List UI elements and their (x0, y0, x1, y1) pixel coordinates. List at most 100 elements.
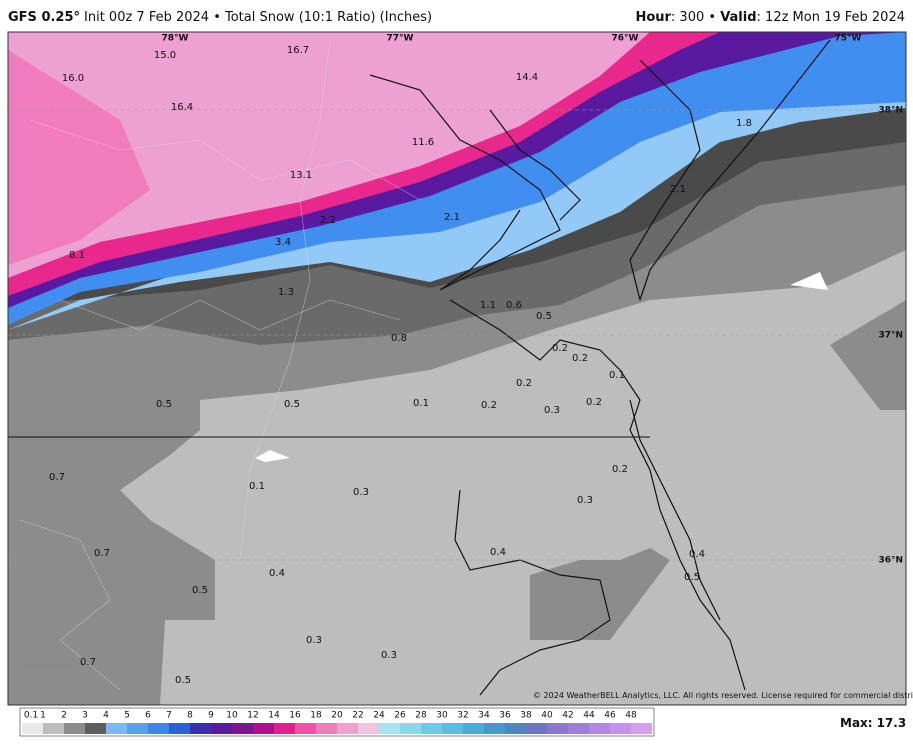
legend-swatch (526, 723, 547, 734)
legend-swatch (169, 723, 190, 734)
snow-value: 0.3 (381, 650, 397, 661)
legend-swatch (127, 723, 148, 734)
longitude-label: 76°W (612, 34, 639, 44)
snow-value: 0.5 (192, 585, 208, 596)
legend-swatch (337, 723, 358, 734)
legend-label: 5 (124, 711, 130, 721)
legend-label: 26 (394, 711, 406, 721)
legend-swatch (190, 723, 211, 734)
legend-swatch (316, 723, 337, 734)
valid-part: Valid (720, 10, 756, 25)
snow-value: 11.6 (412, 137, 434, 148)
legend-swatch (64, 723, 85, 734)
snow-value: 0.3 (353, 487, 369, 498)
snow-value: 16.4 (171, 102, 193, 113)
snow-value: 3.4 (275, 237, 291, 248)
legend-label: 18 (310, 711, 322, 721)
valid-part: : 300 • (671, 10, 720, 25)
snow-value: 0.5 (284, 399, 300, 410)
snow-value: 0.5 (175, 675, 191, 686)
snow-value: 0.4 (689, 549, 705, 560)
legend-swatch (253, 723, 274, 734)
legend-label: 30 (436, 711, 448, 721)
legend-label: 32 (457, 711, 468, 721)
watermark: WeatherBELL (23, 661, 77, 670)
pink-area (8, 50, 150, 265)
snow-value: 14.4 (516, 72, 538, 83)
legend-swatch (211, 723, 232, 734)
snow-value: 1.3 (278, 287, 294, 298)
legend-label: 0.1 (24, 711, 38, 721)
legend-label: 48 (625, 711, 637, 721)
legend-label: 28 (415, 711, 427, 721)
white-spot (255, 450, 290, 462)
valid-part: : 12z Mon 19 Feb 2024 (757, 10, 905, 25)
legend-label: 46 (604, 711, 616, 721)
legend-label: 12 (247, 711, 258, 721)
latitude-label: 38°N (878, 106, 903, 116)
legend-swatch (631, 723, 652, 734)
snow-value: 0.5 (156, 399, 172, 410)
snow-value: 0.4 (269, 568, 285, 579)
legend-label: 16 (289, 711, 301, 721)
legend-label: 20 (331, 711, 343, 721)
snow-value: 15.0 (154, 50, 176, 61)
gray-area (530, 548, 670, 640)
snow-value: 0.7 (80, 657, 96, 668)
latitude-label: 36°N (878, 556, 903, 566)
legend-label: 34 (478, 711, 490, 721)
snow-value: 0.2 (481, 400, 497, 411)
county-line (19, 519, 121, 691)
legend-swatch (43, 723, 64, 734)
coastline (639, 39, 831, 301)
legend-swatch (568, 723, 589, 734)
run-info: Init 00z 7 Feb 2024 • Total Snow (10:1 R… (84, 10, 432, 25)
legend-label: 14 (268, 711, 280, 721)
snow-value: 0.5 (684, 572, 700, 583)
county-line (239, 39, 331, 561)
legend-label: 40 (541, 711, 553, 721)
legend-label: 3 (82, 711, 88, 721)
legend-swatch (400, 723, 421, 734)
shading (8, 32, 906, 705)
legend-label: 22 (352, 711, 363, 721)
snow-value: 0.1 (249, 481, 265, 492)
snow-value: 2.2 (320, 215, 336, 226)
legend-swatch (589, 723, 610, 734)
coastline (449, 299, 746, 691)
legend-label: 42 (562, 711, 573, 721)
snow-value: 8.1 (69, 250, 85, 261)
legend-label: 38 (520, 711, 532, 721)
legend-label: 10 (226, 711, 238, 721)
legend-swatch (295, 723, 316, 734)
snow-value: 0.1 (413, 398, 429, 409)
snow-value: 16.7 (287, 45, 309, 56)
legend-label: 6 (145, 711, 151, 721)
snow-value: 0.4 (490, 547, 506, 558)
legend-label: 2 (61, 711, 67, 721)
coastline (629, 399, 721, 621)
legend-swatch (463, 723, 484, 734)
snow-value: 16.0 (62, 73, 84, 84)
longitude-label: 75°W (835, 34, 862, 44)
snow-value: 0.7 (94, 548, 110, 559)
snow-value: 0.8 (391, 333, 407, 344)
max-value: 17.3 (877, 716, 907, 730)
graticule (8, 109, 906, 561)
snow-value: 0.7 (49, 472, 65, 483)
header-left: GFS 0.25° Init 00z 7 Feb 2024 • Total Sno… (8, 10, 432, 25)
county-lines (19, 39, 421, 691)
snow-value: 2.1 (670, 184, 686, 195)
longitude-label: 77°W (387, 34, 414, 44)
legend-swatch (484, 723, 505, 734)
max-key: Max: (840, 716, 873, 730)
snow-value: 0.2 (516, 378, 532, 389)
snow-value: 1.8 (736, 118, 752, 129)
legend-swatch (442, 723, 463, 734)
legend-swatch (232, 723, 253, 734)
snow-value: 0.2 (586, 397, 602, 408)
snow-value: 0.3 (544, 405, 560, 416)
model-name: GFS 0.25° (8, 10, 80, 25)
snow-value: 0.5 (536, 311, 552, 322)
